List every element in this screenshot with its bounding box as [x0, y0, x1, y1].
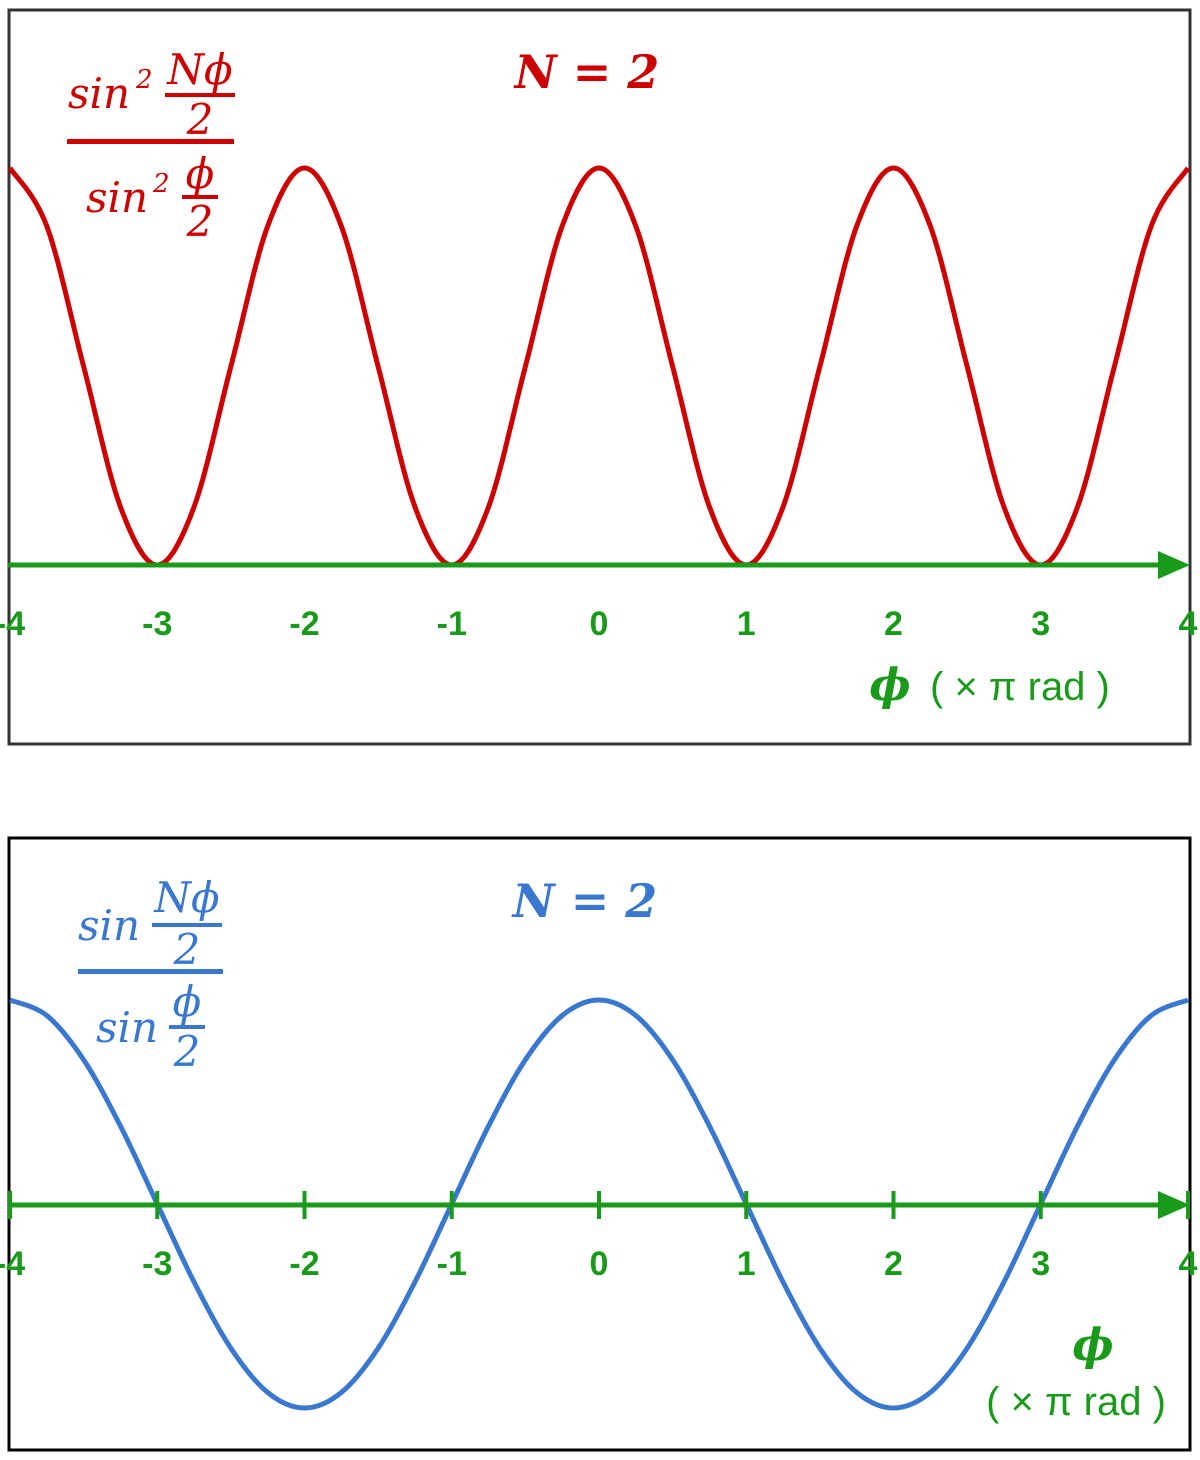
bottom-x-tick-label: -4	[0, 1245, 25, 1283]
top-formula-num-func: sin	[68, 69, 130, 118]
bottom-x-axis-arrow-icon	[1158, 1191, 1190, 1219]
bottom-formula-den-arg-top: ϕ	[173, 977, 202, 1026]
top-x-tick-label: -3	[142, 605, 172, 643]
top-formula-num-arg-top: Nϕ	[166, 45, 232, 94]
bottom-formula-num-func: sin	[78, 901, 140, 950]
top-x-tick-label: 4	[1179, 605, 1198, 643]
bottom-x-tick-label: -2	[289, 1245, 319, 1283]
bottom-x-tick-label: -3	[142, 1245, 172, 1283]
top-x-tick-label: -1	[437, 605, 467, 643]
bottom-formula-num-arg-bottom: 2	[173, 925, 201, 974]
top-x-tick-label: 2	[884, 605, 903, 643]
top-chart: -4 -3 -2 -1 0 1 2 3 4 sin 2 Nϕ 2 sin 2 ϕ 2 N = 2…	[0, 8, 1198, 746]
bottom-formula-num-arg-bar	[152, 923, 222, 927]
top-x-axis-arrow-icon	[1158, 551, 1190, 579]
top-x-axis: -4 -3 -2 -1 0 1 2 3 4	[0, 551, 1198, 643]
bottom-x-tick-label: 2	[884, 1245, 903, 1283]
top-formula-num-arg-bar	[165, 93, 235, 97]
bottom-curve-layer	[9, 997, 1189, 1411]
top-x-tick-label: 3	[1031, 605, 1050, 643]
bottom-formula: sin Nϕ 2 sin ϕ 2	[78, 873, 223, 1076]
top-x-axis-unit: ( × π rad )	[930, 665, 1110, 709]
top-formula-den-arg-top: ϕ	[186, 149, 215, 198]
bottom-x-axis-label: ϕ	[1072, 1320, 1113, 1371]
bottom-formula-den-arg-bottom: 2	[173, 1027, 201, 1076]
top-formula-den-func: sin	[86, 173, 148, 222]
top-x-tick-label: -4	[0, 605, 25, 643]
top-x-axis-label: ϕ	[869, 660, 910, 711]
top-formula-den-arg-bar	[182, 195, 218, 199]
bottom-chart-frame	[7, 836, 1192, 1452]
bottom-formula-den-arg-bar	[169, 1025, 205, 1029]
bottom-x-tick-label: 3	[1031, 1245, 1050, 1283]
top-curve-layer	[7, 165, 1191, 568]
bottom-formula-den-func: sin	[96, 1003, 158, 1052]
top-x-tick-label: -2	[289, 605, 319, 643]
top-formula-main-bar	[67, 139, 234, 144]
top-x-tick-label: 0	[590, 605, 609, 643]
bottom-formula-main-bar	[78, 969, 223, 974]
bottom-x-tick-label: 0	[590, 1245, 609, 1283]
bottom-x-tick-label: 1	[737, 1245, 756, 1283]
bottom-x-axis: -4 -3 -2 -1 0 1 2 3 4	[0, 1191, 1198, 1283]
bottom-chart-title: N = 2	[511, 874, 658, 928]
bottom-x-tick-label: 4	[1179, 1245, 1198, 1283]
bottom-x-axis-unit: ( × π rad )	[986, 1380, 1166, 1424]
top-chart-frame	[7, 8, 1192, 746]
top-formula-den-power: 2	[152, 169, 170, 199]
bottom-x-tick-label: -1	[437, 1245, 467, 1283]
top-chart-title: N = 2	[513, 45, 660, 99]
top-x-tick-label: 1	[737, 605, 756, 643]
top-formula-den-arg-bottom: 2	[186, 197, 214, 246]
bottom-series-line	[9, 997, 1189, 1411]
bottom-formula-num-arg-top: Nϕ	[153, 873, 219, 922]
top-formula: sin 2 Nϕ 2 sin 2 ϕ 2	[67, 45, 235, 246]
top-series-line	[7, 165, 1191, 568]
bottom-chart: -4 -3 -2 -1 0 1 2 3 4 sin Nϕ 2 sin ϕ 2 N = 2 ϕ (…	[0, 836, 1198, 1452]
top-formula-num-arg-bottom: 2	[186, 95, 214, 144]
top-formula-num-power: 2	[135, 65, 153, 95]
